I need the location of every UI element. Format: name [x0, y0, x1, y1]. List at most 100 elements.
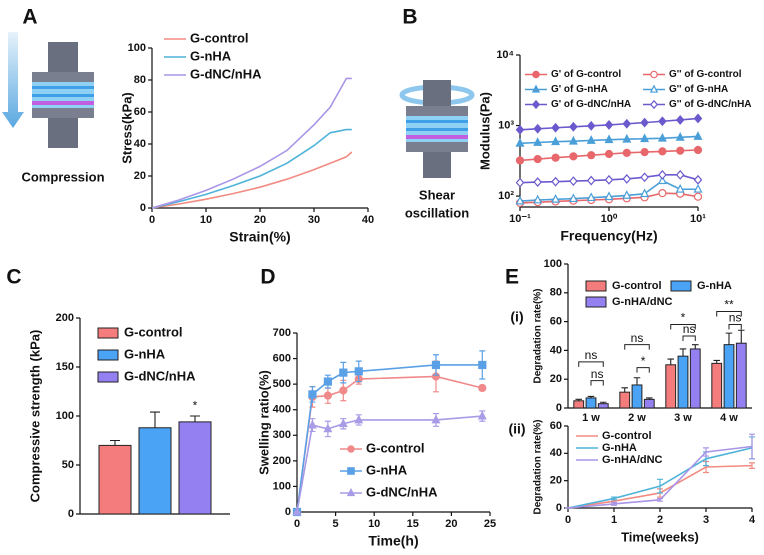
legend-marker: [650, 70, 658, 79]
point: [307, 419, 317, 429]
legend-swatch: [97, 327, 119, 339]
x-tick-label: 20: [445, 518, 457, 530]
point: [569, 121, 578, 132]
point: [658, 147, 667, 156]
annotation: *: [641, 354, 646, 368]
point: [515, 177, 525, 188]
point: [515, 137, 525, 147]
error-bar: [645, 397, 653, 400]
point: [323, 391, 332, 400]
y-axis-label: Swelling ratio(%): [256, 370, 271, 475]
x-tick-label: 10⁻¹: [509, 213, 531, 225]
point: [675, 169, 685, 180]
y-tick-label: 500: [273, 378, 291, 390]
legend-swatch: [97, 349, 119, 361]
significance-bracket: [728, 323, 742, 330]
point: [551, 153, 560, 162]
legend-marker: [347, 445, 355, 453]
error-bar: [725, 332, 733, 345]
point: [657, 175, 667, 185]
point: [693, 145, 703, 155]
point: [622, 118, 632, 129]
y-tick-label: 0: [285, 506, 291, 518]
point: [604, 120, 614, 130]
y-tick-label: 80: [550, 287, 562, 299]
point: [551, 193, 561, 203]
y-axis-label: Compressive strength (kPa): [27, 330, 42, 503]
y-tick-label: 600: [273, 352, 291, 364]
x-tick-label: 1 w: [582, 412, 600, 424]
point: [640, 133, 650, 143]
x-tick-label: 0: [294, 518, 300, 530]
point: [675, 132, 685, 141]
significance-bracket: [716, 311, 742, 317]
annotation: ns: [683, 322, 696, 336]
legend-swatch: [585, 280, 607, 292]
x-tick-label: 0: [149, 214, 155, 226]
x-axis-label: Strain(%): [229, 229, 290, 245]
legend-label: G-control: [612, 280, 662, 292]
bar: [178, 421, 212, 515]
legend-label: G-dNC/nHA: [190, 66, 262, 81]
compression-illustration: [2, 32, 94, 148]
point: [551, 176, 560, 187]
point: [431, 360, 441, 370]
legend-label: G'' of G-control: [669, 69, 742, 80]
error-bar: [713, 359, 721, 364]
legend-swatch: [97, 371, 119, 383]
x-tick-label: 3 w: [674, 412, 692, 424]
significance-bracket: [636, 367, 650, 373]
legend-label: G'' of G-dNC/nHA: [669, 99, 752, 110]
point: [354, 367, 363, 376]
point: [551, 136, 561, 146]
point: [533, 154, 542, 164]
y-tick-label: 60: [550, 420, 562, 432]
y-tick-label: 20: [134, 170, 146, 182]
x-tick-label: 2: [657, 514, 663, 526]
point: [568, 193, 578, 203]
bar: [573, 400, 585, 409]
panel-label: (i): [510, 309, 523, 325]
significance-bracket: [578, 361, 604, 367]
bar: [631, 384, 643, 409]
point: [693, 183, 703, 193]
point: [586, 135, 596, 144]
x-tick-label: 1: [611, 514, 617, 526]
point: [551, 122, 560, 133]
point: [604, 191, 614, 201]
y-tick-label: 50: [62, 459, 74, 471]
point: [693, 192, 703, 201]
significance-bracket: [670, 323, 696, 330]
legend-label: G-nHA/dNC: [612, 296, 673, 308]
y-tick-label: 20: [550, 475, 562, 487]
point: [622, 133, 632, 143]
point: [292, 506, 302, 516]
illustration-label: oscillation: [405, 205, 469, 220]
point: [693, 113, 703, 124]
legend-label: G-control: [124, 324, 183, 339]
y-tick-label: 80: [134, 74, 146, 86]
x-tick-label: 2 w: [628, 412, 646, 424]
y-tick-label: 20: [550, 373, 562, 385]
point: [515, 195, 525, 205]
bar: [138, 427, 172, 515]
significance-bracket: [682, 335, 696, 341]
x-tick-label: 25: [484, 518, 496, 530]
panel-label: B: [402, 6, 417, 29]
y-tick-label: 60: [550, 316, 562, 328]
panel-label: D: [260, 266, 275, 289]
point: [658, 189, 667, 198]
annotation: *: [681, 311, 686, 325]
point: [693, 131, 703, 140]
y-axis-label: Degradation rate(%): [533, 288, 544, 383]
y-tick-label: 200: [273, 455, 291, 467]
illustration-label: Compression: [21, 169, 104, 184]
significance-bracket: [624, 344, 650, 350]
legend-label: G' of G-nHA: [551, 84, 608, 95]
point: [587, 151, 596, 160]
error-bar: [679, 348, 687, 357]
x-tick-label: 4 w: [720, 412, 738, 424]
point: [657, 132, 667, 142]
error-bar: [599, 401, 607, 404]
y-tick-label: 700: [273, 327, 291, 339]
